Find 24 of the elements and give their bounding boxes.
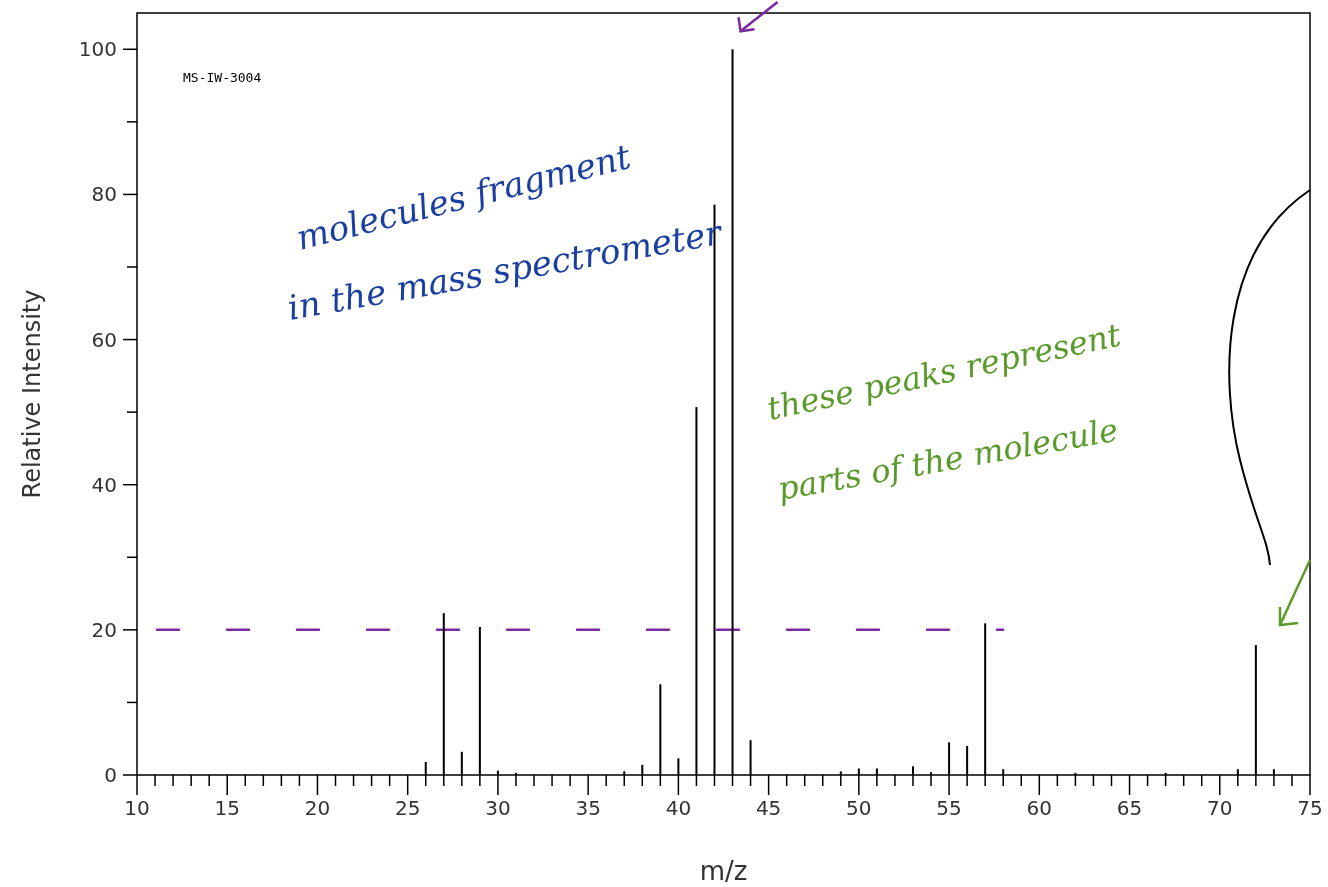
x-tick-label: 50 [846,796,872,820]
x-axis-title: m/z [699,856,748,886]
x-tick-label: 45 [755,796,782,820]
y-axis-title: Relative Intensity [18,289,46,499]
x-tick-label: 70 [1207,796,1233,820]
x-tick-label: 60 [1026,796,1053,820]
x-tick-label: 25 [394,796,421,820]
x-tick-label: 15 [214,796,240,820]
y-tick-label: 0 [104,763,117,787]
x-tick-label: 65 [1116,796,1143,820]
x-tick-label: 55 [936,796,962,820]
x-tick-label: 30 [485,796,511,820]
annotation: MS-IW-3004 [183,70,262,85]
annotation: these peaks represent parts of the molecule [763,315,1125,508]
x-tick-label: 35 [575,796,601,820]
x-tick-label: 75 [1297,796,1323,820]
y-tick-label: 40 [91,472,117,497]
x-tick-label: 20 [304,796,331,820]
y-tick-label: 100 [78,37,117,62]
x-tick-label: 40 [665,796,692,820]
x-tick-label: 10 [124,796,150,820]
y-tick-label: 20 [91,617,117,642]
y-tick-label: 60 [91,327,117,352]
y-tick-label: 80 [91,182,117,207]
